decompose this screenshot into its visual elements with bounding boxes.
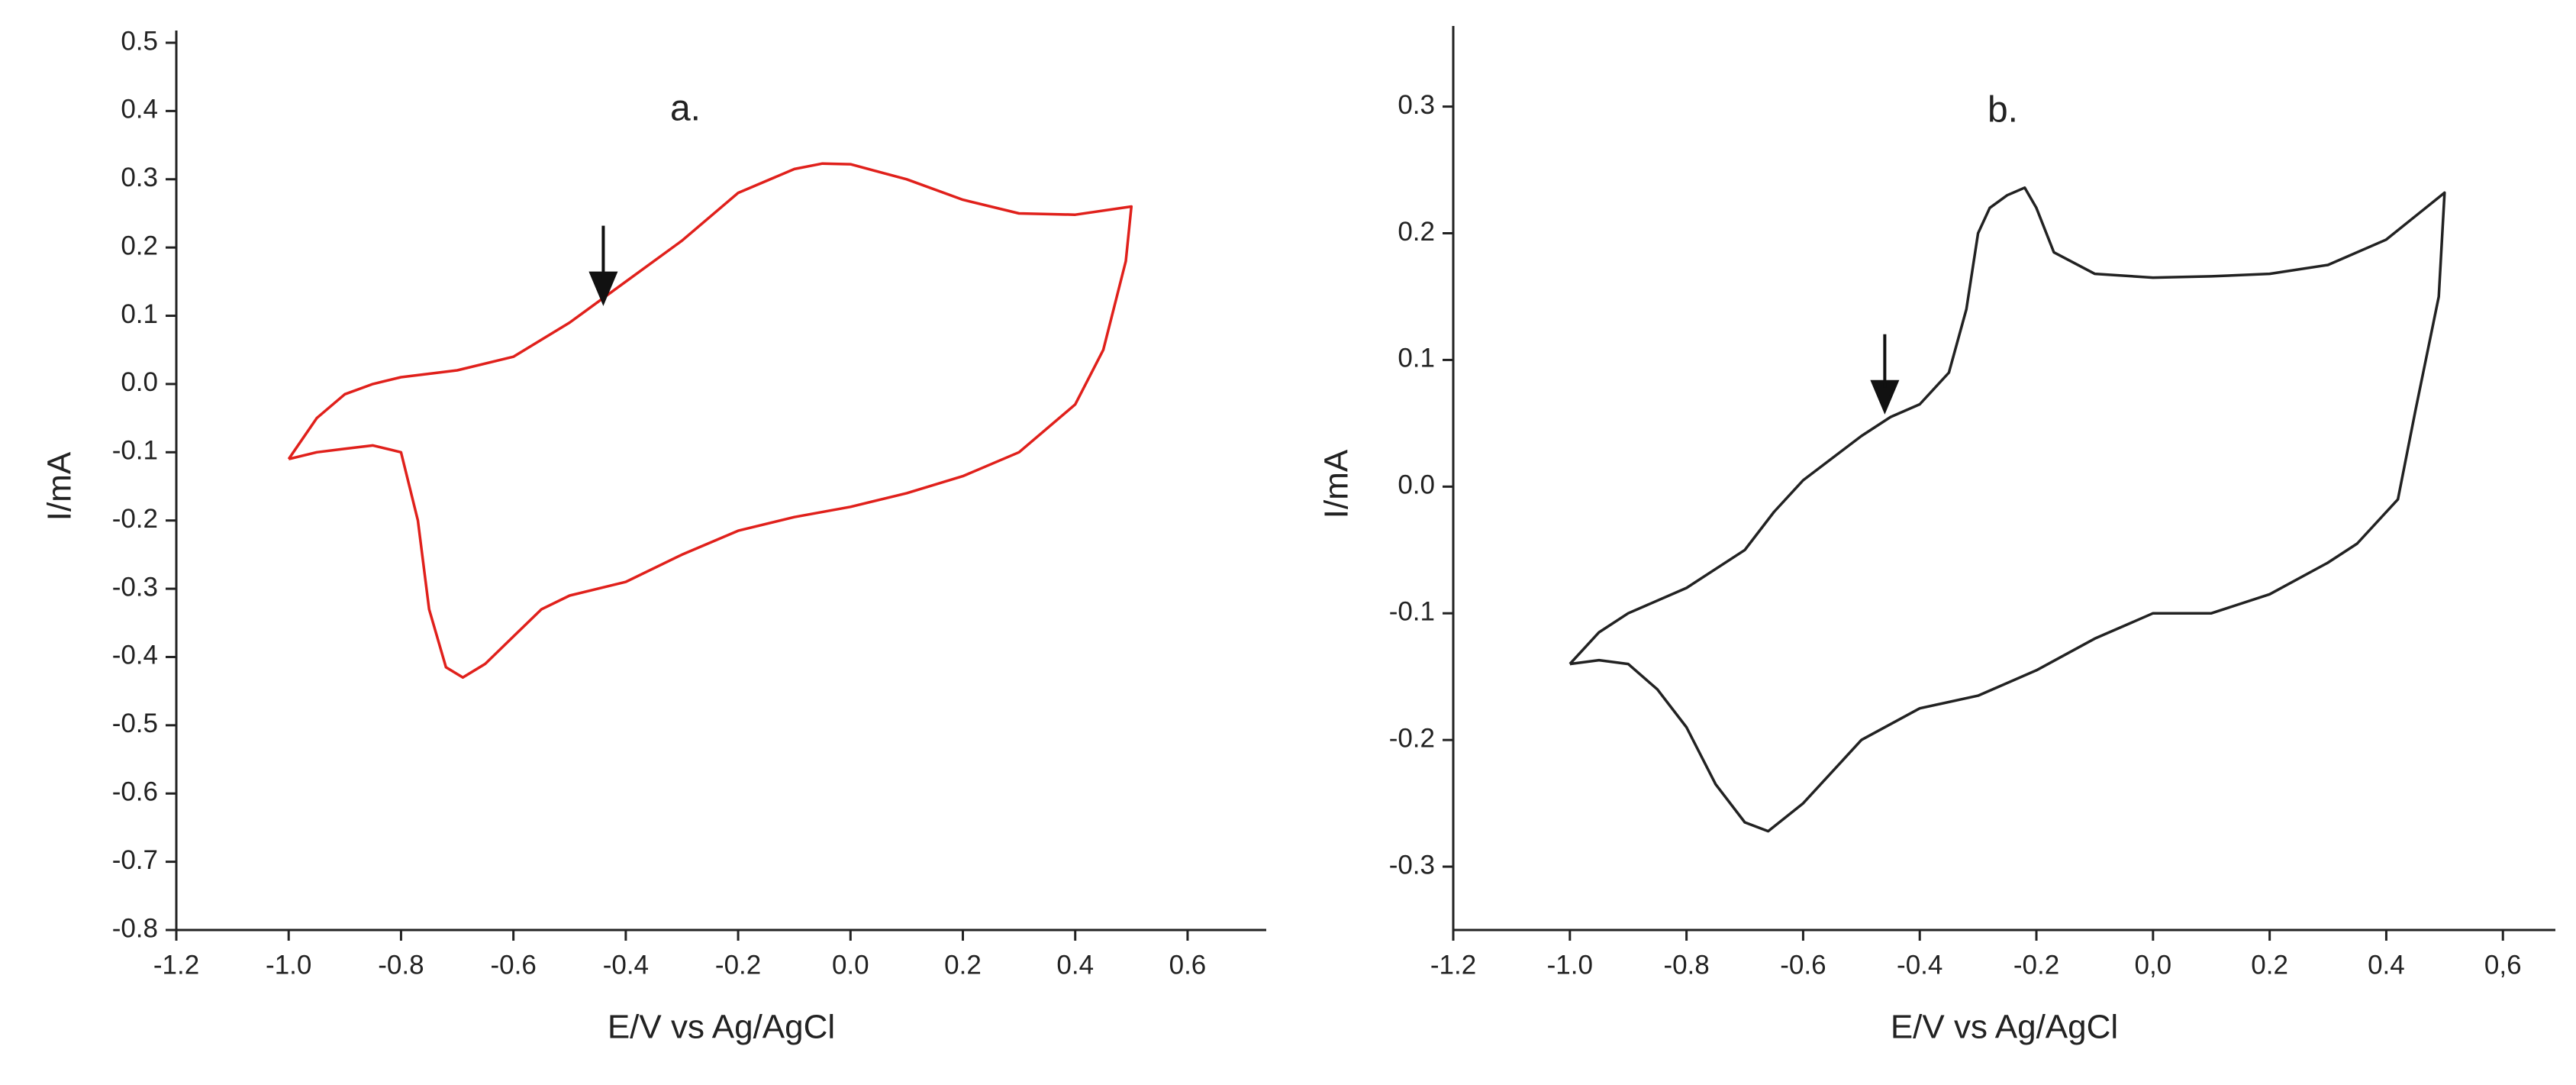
y-tick-label: 0.0 [1398,470,1435,500]
x-tick-label: -0.6 [1780,950,1826,980]
x-tick-label: -1.2 [1430,950,1476,980]
y-tick-label: -0.1 [1389,596,1435,626]
x-tick-label: 0.0 [832,950,869,980]
x-tick-label: -1.2 [153,950,199,980]
x-tick-label: 0.6 [1169,950,1207,980]
x-tick-label: -0.8 [1663,950,1709,980]
y-tick-label: 0.2 [1398,217,1435,247]
y-tick-label: -0.7 [112,845,158,875]
y-tick-label: -0.4 [112,641,158,670]
x-tick-label: -1.0 [1547,950,1593,980]
y-tick-label: 0.3 [121,163,158,192]
x-tick-label: -0.8 [378,950,424,980]
y-tick-label: 0.5 [121,26,158,56]
chart-title: b. [1988,90,2018,131]
y-tick-label: 0.1 [1398,344,1435,373]
x-axis-title: E/V vs Ag/AgCl [1891,1009,2118,1046]
y-tick-label: -0.3 [112,572,158,602]
x-tick-label: -0.4 [603,950,649,980]
x-tick-label: 0.4 [2368,950,2405,980]
y-tick-label: -0.1 [112,436,158,466]
y-axis-title: I/mA [1318,449,1356,518]
x-tick-label: 0,6 [2484,950,2522,980]
x-tick-label: -0.4 [1897,950,1942,980]
x-tick-label: -0.2 [715,950,761,980]
y-tick-label: -0.5 [112,709,158,738]
data-line [287,162,1133,680]
y-tick-label: -0.8 [112,913,158,943]
y-axis-title: I/mA [41,451,79,521]
x-tick-label: -0.6 [490,950,536,980]
x-tick-label: -1.0 [266,950,311,980]
y-tick-label: -0.2 [112,504,158,534]
y-tick-label: -0.2 [1389,723,1435,753]
chart-title: a. [670,89,701,129]
x-axis-title: E/V vs Ag/AgCl [608,1009,835,1046]
y-tick-label: 0.1 [121,299,158,329]
y-tick-label: -0.6 [112,777,158,806]
y-tick-label: 0.4 [121,95,158,124]
y-tick-label: -0.3 [1389,850,1435,880]
x-tick-label: 0.2 [944,950,982,980]
y-tick-label: 0.2 [121,231,158,260]
y-tick-label: 0.3 [1398,90,1435,120]
x-tick-label: 0.2 [2251,950,2288,980]
arrow [1870,334,1900,415]
y-tick-label: 0.0 [121,367,158,397]
x-tick-label: 0,0 [2134,950,2171,980]
x-tick-label: 0.4 [1056,950,1094,980]
arrow [588,225,618,306]
x-tick-label: -0.2 [2013,950,2059,980]
data-line [1568,186,2446,833]
